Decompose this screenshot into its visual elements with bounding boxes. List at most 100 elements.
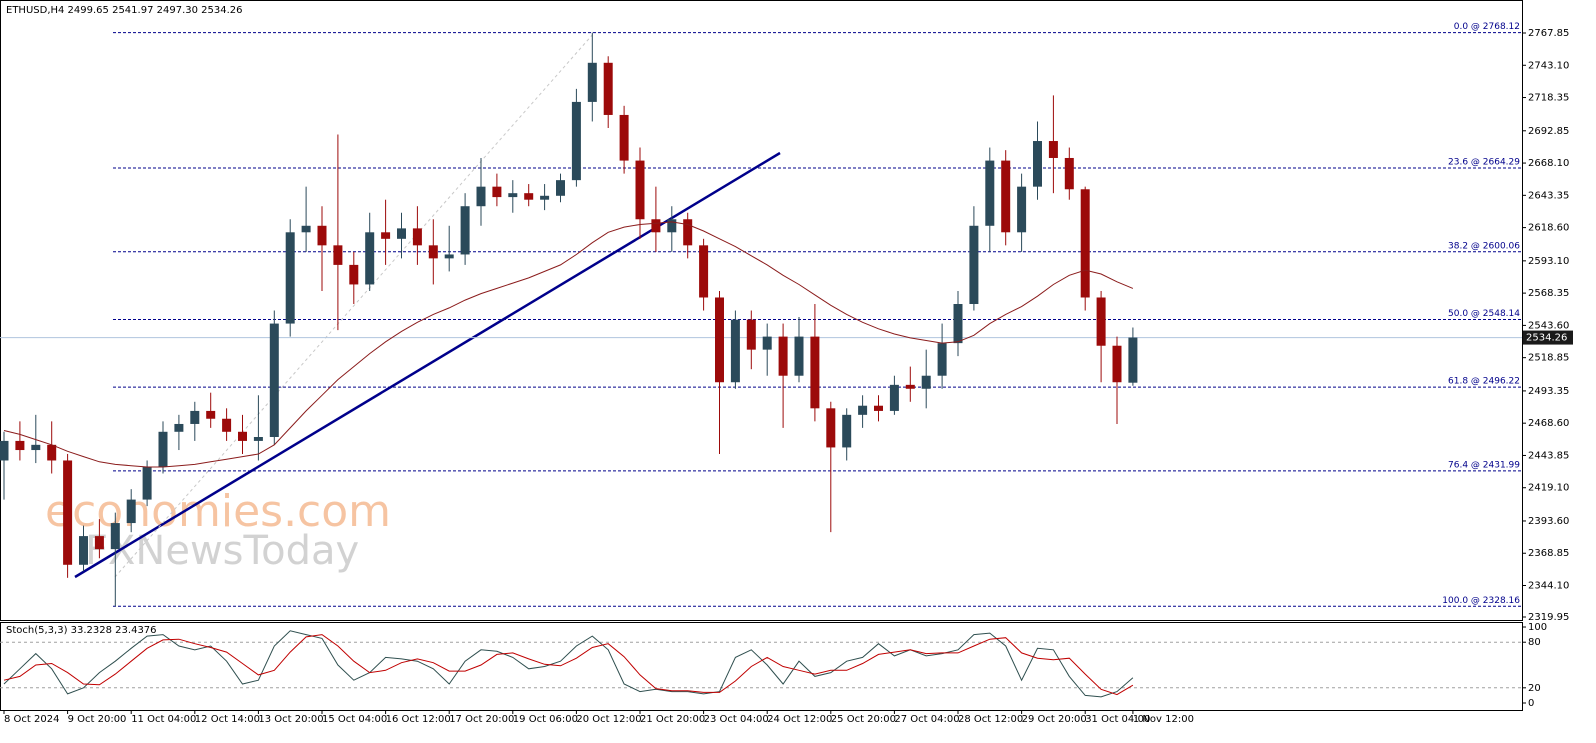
candle-body <box>921 375 931 389</box>
y-tick-label: 2618.60 <box>1528 223 1569 234</box>
y-tick-label: 100 <box>1528 622 1547 633</box>
candle-body <box>94 536 104 550</box>
y-tick-label: 2393.60 <box>1528 516 1569 527</box>
y-tick-label: 80 <box>1528 637 1541 648</box>
fib-label: 38.2 @ 2600.06 <box>1448 241 1520 251</box>
stoch-title: Stoch(5,3,3) 33.2328 23.4376 <box>6 625 157 636</box>
candle-body <box>365 232 375 285</box>
current-price-box <box>1523 330 1573 345</box>
candle-body <box>905 384 915 389</box>
candle-body <box>794 336 804 376</box>
candle-body <box>397 228 406 239</box>
candle-body <box>158 431 168 467</box>
candle-body <box>190 410 200 424</box>
x-tick-label: 21 Oct 20:00 <box>640 714 705 725</box>
stoch-line <box>3 634 1134 696</box>
candle-body <box>778 336 788 376</box>
candle-body <box>953 304 963 344</box>
candle-body <box>826 408 836 448</box>
y-tick-label: 2518.85 <box>1528 353 1569 364</box>
candle-body <box>571 101 581 181</box>
candle-body <box>874 405 883 411</box>
y-tick-label: 0 <box>1528 698 1534 709</box>
y-tick-label: 2767.85 <box>1528 28 1569 39</box>
candle-body <box>0 440 9 461</box>
fib-label: 76.4 @ 2431.99 <box>1448 460 1520 470</box>
candle-body <box>1048 141 1058 158</box>
y-tick-label: 2319.95 <box>1528 612 1569 623</box>
y-tick-label: 2543.60 <box>1528 320 1569 331</box>
x-tick-label: 1 Nov 12:00 <box>1133 714 1194 725</box>
x-tick-label: 11 Oct 04:00 <box>131 714 196 725</box>
candle-body <box>428 245 438 259</box>
main-panel <box>0 0 1523 621</box>
x-tick-label: 15 Oct 04:00 <box>322 714 387 725</box>
candle-body <box>47 444 57 461</box>
x-tick-label: 16 Oct 12:00 <box>386 714 451 725</box>
candle-body <box>79 536 88 565</box>
y-tick-label: 2718.35 <box>1528 93 1569 104</box>
x-tick-label: 31 Oct 04:00 <box>1085 714 1150 725</box>
candle-body <box>492 186 502 198</box>
stoch-panel <box>0 622 1523 711</box>
candle-body <box>349 264 359 285</box>
candle-body <box>301 225 311 233</box>
candle-body <box>746 319 756 350</box>
candle-body <box>1080 189 1090 298</box>
candle-body <box>683 219 693 246</box>
candle-body <box>524 193 534 200</box>
candle-body <box>238 431 247 441</box>
y-tick-label: 2368.85 <box>1528 548 1569 559</box>
candle-body <box>858 405 868 415</box>
candle-body <box>969 225 979 305</box>
candle-body <box>699 245 709 298</box>
candle-body <box>1017 186 1027 233</box>
x-tick-label: 20 Oct 12:00 <box>576 714 641 725</box>
watermark: FXNewsToday <box>85 528 359 574</box>
candle-body <box>206 410 216 419</box>
fib-label: 0.0 @ 2768.12 <box>1454 22 1520 32</box>
candle-body <box>762 336 772 350</box>
candle-body <box>476 186 486 207</box>
candle-body <box>444 254 454 259</box>
candle-body <box>540 195 550 200</box>
candle-body <box>556 180 565 196</box>
candle-body <box>985 160 995 226</box>
x-tick-label: 12 Oct 14:00 <box>195 714 260 725</box>
candle-body <box>1112 345 1122 383</box>
candle-body <box>15 440 25 451</box>
candle-body <box>269 323 279 438</box>
x-tick-label: 23 Oct 04:00 <box>704 714 769 725</box>
y-tick-label: 2443.85 <box>1528 450 1569 461</box>
candle-body <box>810 336 820 409</box>
x-tick-label: 9 Oct 20:00 <box>68 714 127 725</box>
candle-body <box>1096 297 1106 346</box>
candle-body <box>142 466 152 500</box>
x-tick-label: 27 Oct 04:00 <box>894 714 959 725</box>
moving-average <box>3 221 1134 468</box>
candle-body <box>412 228 422 246</box>
candle-body <box>110 523 120 550</box>
x-tick-label: 17 Oct 20:00 <box>449 714 514 725</box>
y-tick-label: 2419.10 <box>1528 483 1569 494</box>
candle-body <box>1033 141 1042 187</box>
candle-body <box>651 219 661 233</box>
candle-body <box>889 384 899 411</box>
candle-body <box>619 114 629 161</box>
candle-body <box>285 232 295 324</box>
candle-body <box>603 62 613 115</box>
candle-body <box>715 297 724 383</box>
y-tick-label: 2668.10 <box>1528 158 1569 169</box>
chart-title: ETHUSD,H4 2499.65 2541.97 2497.30 2534.2… <box>6 5 243 16</box>
y-tick-label: 2643.35 <box>1528 190 1569 201</box>
fib-label: 100.0 @ 2328.16 <box>1442 596 1520 606</box>
candle-body <box>381 232 391 239</box>
candle-body <box>842 414 852 448</box>
candle-body <box>635 160 645 220</box>
fib-diagonal <box>114 32 595 578</box>
current-price-label: 2534.26 <box>1526 333 1567 344</box>
y-tick-label: 2568.35 <box>1528 288 1569 299</box>
y-tick-label: 2692.85 <box>1528 126 1569 137</box>
candle-body <box>1064 157 1074 190</box>
candle-body <box>333 245 343 265</box>
